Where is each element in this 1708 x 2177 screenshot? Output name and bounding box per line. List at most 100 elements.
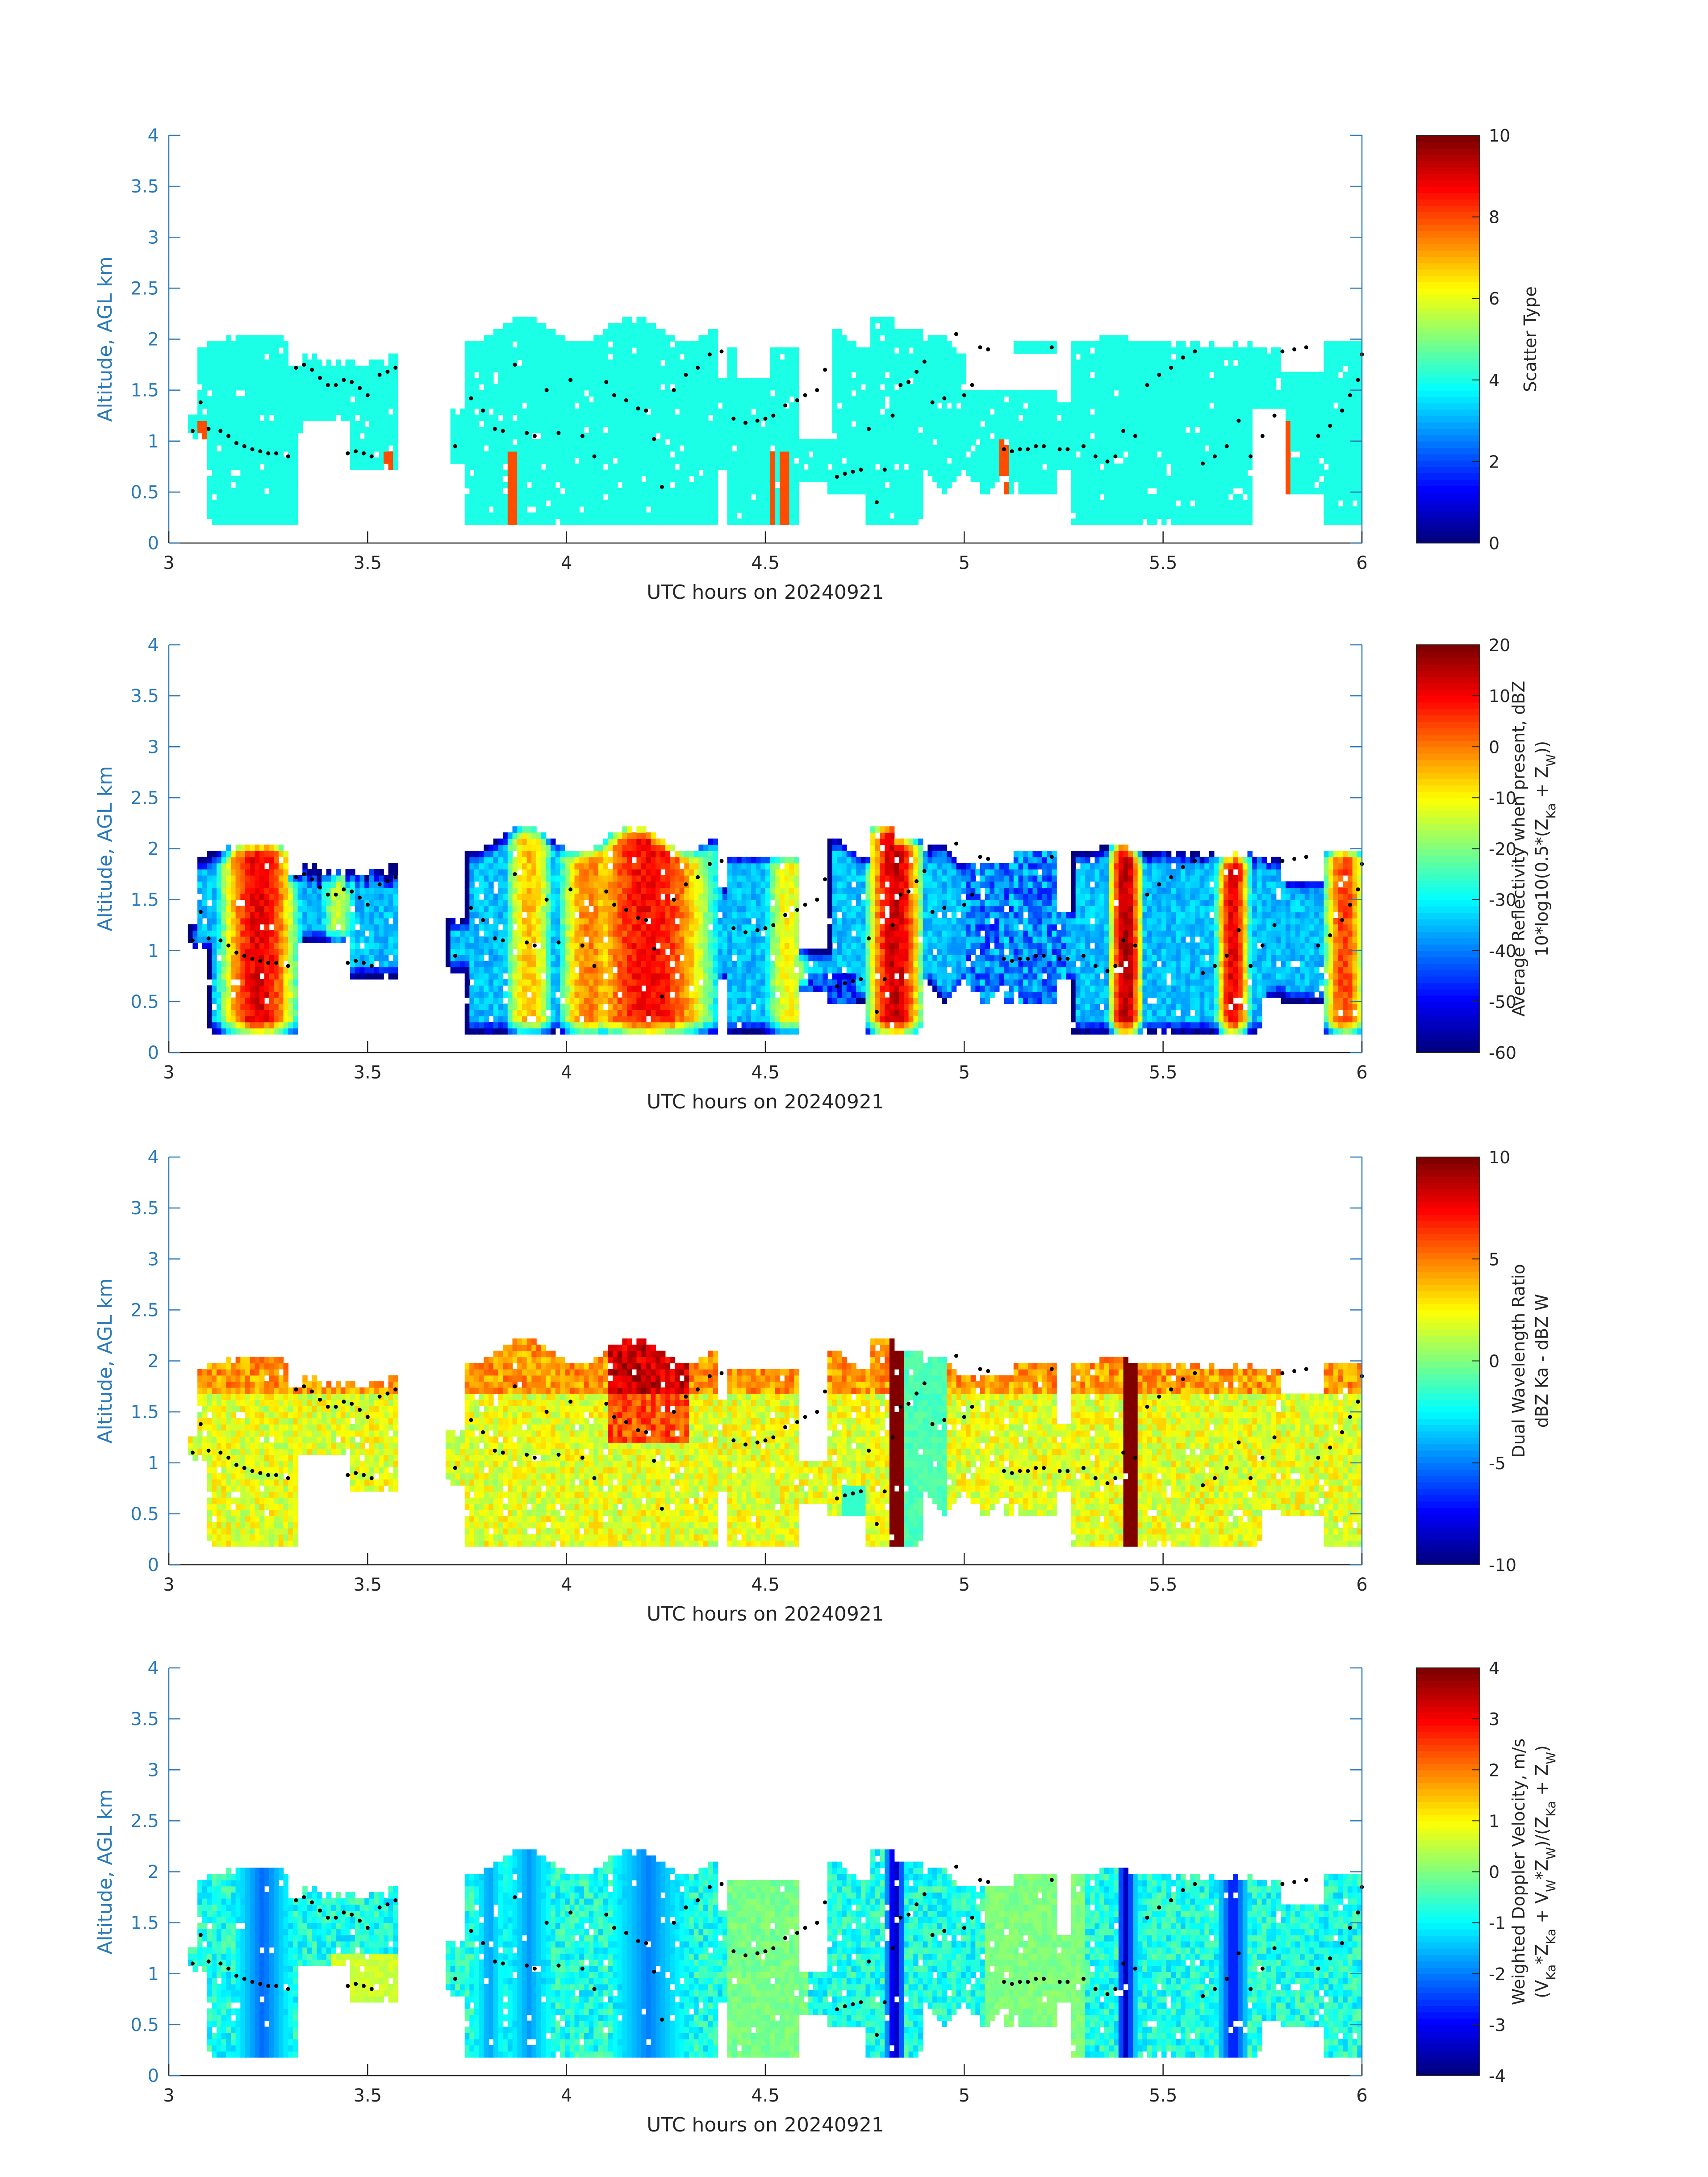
heatmap-cell [1152, 451, 1157, 458]
heatmap-cell [894, 518, 900, 525]
heatmap-cell [1123, 372, 1129, 378]
heatmap-cell [1104, 384, 1110, 391]
heatmap-cell [230, 488, 236, 495]
heatmap-cell [269, 365, 274, 372]
heatmap-cell [302, 414, 308, 421]
heatmap-cell [489, 439, 494, 446]
heatmap-cell [608, 439, 613, 446]
heatmap-cell [679, 506, 685, 513]
heatmap-cell [1204, 500, 1210, 507]
heatmap-cell [1166, 390, 1172, 397]
heatmap-cell [503, 500, 508, 507]
heatmap-cell [1157, 353, 1162, 360]
heatmap-cell [302, 396, 308, 403]
heatmap-cell [1066, 426, 1071, 434]
heatmap-cell [1075, 408, 1081, 415]
heatmap-cell [603, 482, 609, 489]
heatmap-cell [460, 445, 465, 452]
heatmap-cell [908, 506, 914, 513]
heatmap-cell [1194, 433, 1200, 439]
heatmap-cell [551, 500, 556, 507]
heatmap-cell [1018, 476, 1023, 482]
heatmap-cell [636, 323, 642, 330]
heatmap-cell [784, 457, 790, 464]
heatmap-cell [1071, 421, 1076, 427]
heatmap-cell [464, 433, 470, 439]
heatmap-cell [269, 421, 274, 427]
heatmap-cell [656, 421, 661, 427]
heatmap-cell [1037, 469, 1043, 476]
heatmap-cell [1166, 451, 1172, 458]
heatmap-cell [908, 408, 914, 415]
heatmap-cell [994, 464, 1000, 470]
heatmap-cell [775, 384, 780, 391]
heatmap-cell [899, 426, 904, 434]
heatmap-cell [980, 390, 986, 397]
heatmap-cell [522, 378, 527, 384]
heatmap-cell [526, 457, 532, 464]
heatmap-cell [622, 402, 627, 409]
heatmap-cell [770, 451, 776, 458]
heatmap-cell [703, 421, 709, 427]
heatmap-cell [297, 426, 303, 434]
heatmap-cell [708, 488, 714, 495]
heatmap-cell [961, 414, 966, 421]
heatmap-cell [1176, 506, 1181, 513]
heatmap-cell [665, 451, 671, 458]
heatmap-cell [942, 426, 947, 434]
heatmap-cell [484, 408, 489, 415]
heatmap-cell [489, 421, 494, 427]
heatmap-cell [775, 414, 780, 421]
heatmap-cell [1214, 365, 1219, 372]
heatmap-cell [1180, 439, 1186, 446]
heatmap-cell [1118, 408, 1124, 415]
heatmap-cell [551, 390, 556, 397]
heatmap-cell [350, 433, 355, 439]
heatmap-cell [579, 500, 585, 507]
heatmap-cell [1004, 488, 1009, 495]
heatmap-cell [899, 482, 904, 489]
heatmap-cell [670, 347, 675, 354]
heatmap-cell [908, 390, 914, 397]
heatmap-cell [641, 445, 647, 452]
heatmap-cell [842, 402, 847, 409]
heatmap-cell [565, 402, 570, 409]
heatmap-cell [493, 421, 499, 427]
heatmap-cell [493, 414, 499, 421]
heatmap-cell [904, 433, 909, 439]
heatmap-cell [951, 408, 957, 415]
heatmap-cell [622, 500, 627, 507]
heatmap-cell [865, 506, 871, 513]
heatmap-cell [784, 506, 790, 513]
heatmap-cell [474, 494, 480, 501]
heatmap-cell [469, 402, 475, 409]
heatmap-cell [555, 445, 561, 452]
heatmap-cell [631, 469, 637, 476]
heatmap-cell [732, 396, 737, 403]
heatmap-cell [1157, 488, 1162, 495]
heatmap-cell [283, 372, 288, 378]
heatmap-cell [226, 408, 231, 415]
heatmap-cell [1133, 518, 1138, 525]
heatmap-cell [651, 494, 656, 501]
heatmap-cell [1071, 445, 1076, 452]
heatmap-cell [851, 396, 856, 403]
heatmap-cell [240, 488, 246, 495]
heatmap-cell [603, 402, 609, 409]
heatmap-cell [1037, 482, 1043, 489]
heatmap-cell [474, 476, 480, 482]
heatmap-cell [617, 421, 623, 427]
heatmap-cell [693, 506, 699, 513]
heatmap-cell [789, 408, 794, 415]
heatmap-cell [202, 384, 208, 391]
heatmap-cell [517, 500, 522, 507]
heatmap-cell [1027, 396, 1033, 403]
heatmap-cell [789, 426, 794, 434]
heatmap-cell [1219, 372, 1224, 378]
heatmap-cell [517, 512, 522, 519]
heatmap-cell [918, 365, 923, 372]
heatmap-cell [1123, 482, 1129, 489]
heatmap-cell [1057, 426, 1062, 434]
heatmap-cell [722, 451, 728, 458]
heatmap-cell [660, 500, 666, 507]
